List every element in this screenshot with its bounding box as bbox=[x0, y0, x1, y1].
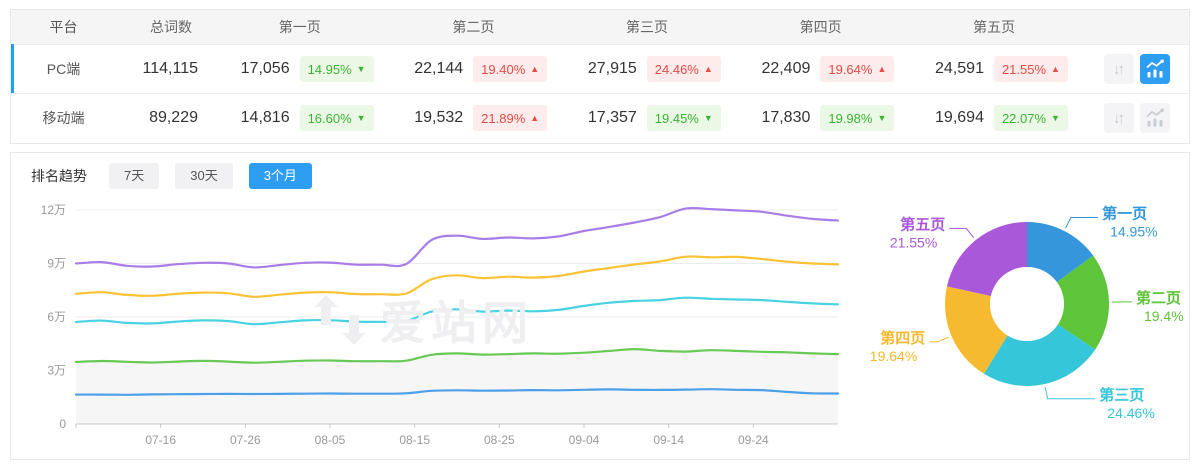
svg-text:09-14: 09-14 bbox=[653, 433, 684, 447]
total-words-value: 89,229 bbox=[149, 109, 198, 126]
svg-text:9万: 9万 bbox=[47, 257, 66, 271]
svg-text:第一页: 第一页 bbox=[1102, 205, 1147, 223]
page1-change-badge: 16.60% ▼ bbox=[299, 105, 374, 131]
trend-chart-icon bbox=[1146, 108, 1164, 127]
triangle-icon: ▼ bbox=[877, 112, 887, 123]
sort-arrows-icon: ↓↑ bbox=[1112, 60, 1125, 78]
svg-text:6万: 6万 bbox=[47, 310, 66, 324]
page3-change-badge: 19.45% ▼ bbox=[646, 105, 721, 131]
page2-count: 19,532 bbox=[414, 109, 464, 126]
page1-count: 17,056 bbox=[240, 60, 290, 77]
page5-change-badge: 22.07% ▼ bbox=[993, 105, 1068, 131]
col-header-total-words: 总词数 bbox=[150, 19, 192, 35]
svg-text:19.64%: 19.64% bbox=[870, 348, 917, 364]
page1-change-badge: 14.95% ▼ bbox=[299, 56, 374, 82]
page4-change-badge: 19.64% ▲ bbox=[820, 56, 895, 82]
trend-chart-panel: 排名趋势 7天 30天 3个月 爱站网 0 3万 6万 9万 12万 07-16 07-26… bbox=[10, 152, 1190, 460]
ranking-trend-line-chart: 爱站网 0 3万 6万 9万 12万 07-16 07-26 08-05 08-15 08-25 0… bbox=[14, 191, 859, 457]
sort-arrows-button[interactable]: ↓↑ bbox=[1103, 103, 1134, 133]
svg-text:08-25: 08-25 bbox=[484, 433, 515, 447]
trend-header: 排名趋势 7天 30天 3个月 bbox=[31, 163, 312, 189]
col-header-page5: 第五页 bbox=[973, 19, 1016, 35]
trend-chart-button[interactable] bbox=[1139, 54, 1170, 84]
triangle-icon: ▲ bbox=[703, 63, 713, 74]
line-chart-svg: 0 3万 6万 9万 12万 07-16 07-26 08-05 08-15 08-25 09-04… bbox=[41, 203, 840, 447]
svg-text:第四页: 第四页 bbox=[880, 329, 925, 347]
svg-text:19.4%: 19.4% bbox=[1144, 308, 1184, 324]
page3-change-badge: 24.46% ▲ bbox=[646, 56, 721, 82]
triangle-icon: ▼ bbox=[356, 112, 366, 123]
svg-text:08-05: 08-05 bbox=[315, 433, 346, 447]
table-row-pc[interactable]: PC端 114,115 17,056 14.95% ▼ 22,144 19.40%… bbox=[11, 44, 1189, 93]
page2-change-badge: 19.40% ▲ bbox=[473, 56, 548, 82]
table-header-row: 平台 总词数 第一页 第二页 第三页 第四页 第五页 bbox=[11, 10, 1189, 44]
tab-7-days[interactable]: 7天 bbox=[109, 163, 160, 189]
svg-text:09-24: 09-24 bbox=[738, 433, 769, 447]
platform-label: 移动端 bbox=[42, 110, 85, 126]
col-header-actions bbox=[1094, 10, 1189, 44]
page3-count: 17,357 bbox=[587, 109, 637, 126]
tab-30-days[interactable]: 30天 bbox=[175, 163, 233, 189]
col-header-page4: 第四页 bbox=[799, 19, 842, 35]
page5-count: 24,591 bbox=[935, 60, 984, 77]
trend-title: 排名趋势 bbox=[31, 168, 87, 184]
page4-count: 17,830 bbox=[761, 109, 811, 126]
trend-chart-icon bbox=[1146, 59, 1164, 78]
svg-text:09-04: 09-04 bbox=[569, 433, 600, 447]
ranking-table-panel: 平台 总词数 第一页 第二页 第三页 第四页 第五页 PC端 114,115 1… bbox=[10, 9, 1190, 144]
svg-text:3万: 3万 bbox=[47, 364, 66, 378]
triangle-icon: ▼ bbox=[356, 63, 366, 74]
sort-arrows-button[interactable]: ↓↑ bbox=[1103, 54, 1134, 84]
triangle-icon: ▲ bbox=[530, 63, 540, 74]
page3-count: 27,915 bbox=[587, 60, 637, 77]
table-row-mobile[interactable]: 移动端 89,229 14,816 16.60% ▼ 19,532 21.89% ▲… bbox=[11, 93, 1189, 142]
svg-text:12万: 12万 bbox=[41, 203, 66, 217]
page-distribution-donut-chart: 第一页 14.95% 第二页 19.4% 第三页 24.46% 第四页 19.64% 第五页 21… bbox=[861, 186, 1191, 441]
col-header-page1: 第一页 bbox=[278, 19, 321, 35]
triangle-icon: ▲ bbox=[1051, 63, 1060, 74]
tab-3-months[interactable]: 3个月 bbox=[248, 163, 312, 189]
svg-text:08-15: 08-15 bbox=[399, 433, 430, 447]
col-header-page3: 第三页 bbox=[625, 19, 668, 35]
page4-change-badge: 19.98% ▼ bbox=[820, 105, 895, 131]
triangle-icon: ▲ bbox=[530, 112, 540, 123]
svg-text:21.55%: 21.55% bbox=[890, 234, 937, 250]
triangle-icon: ▼ bbox=[1051, 112, 1060, 123]
page5-change-badge: 21.55% ▲ bbox=[993, 56, 1068, 82]
page2-count: 22,144 bbox=[414, 60, 464, 77]
page2-change-badge: 21.89% ▲ bbox=[473, 105, 548, 131]
page1-count: 14,816 bbox=[240, 109, 290, 126]
platform-label: PC端 bbox=[46, 61, 81, 77]
triangle-icon: ▼ bbox=[703, 112, 713, 123]
svg-text:24.46%: 24.46% bbox=[1107, 405, 1154, 421]
sort-arrows-icon: ↓↑ bbox=[1112, 109, 1125, 127]
page4-count: 22,409 bbox=[761, 60, 811, 77]
svg-text:07-16: 07-16 bbox=[145, 433, 176, 447]
trend-chart-button[interactable] bbox=[1139, 103, 1170, 133]
svg-text:第五页: 第五页 bbox=[900, 215, 945, 233]
svg-text:14.95%: 14.95% bbox=[1110, 224, 1157, 240]
col-header-platform: 平台 bbox=[49, 19, 78, 35]
svg-text:0: 0 bbox=[59, 417, 66, 431]
svg-text:第三页: 第三页 bbox=[1099, 386, 1144, 404]
col-header-page2: 第二页 bbox=[452, 19, 495, 35]
triangle-icon: ▲ bbox=[877, 63, 887, 74]
svg-text:07-26: 07-26 bbox=[230, 433, 261, 447]
total-words-value: 114,115 bbox=[142, 60, 198, 77]
svg-text:第二页: 第二页 bbox=[1136, 289, 1181, 307]
page5-count: 19,694 bbox=[935, 109, 984, 126]
